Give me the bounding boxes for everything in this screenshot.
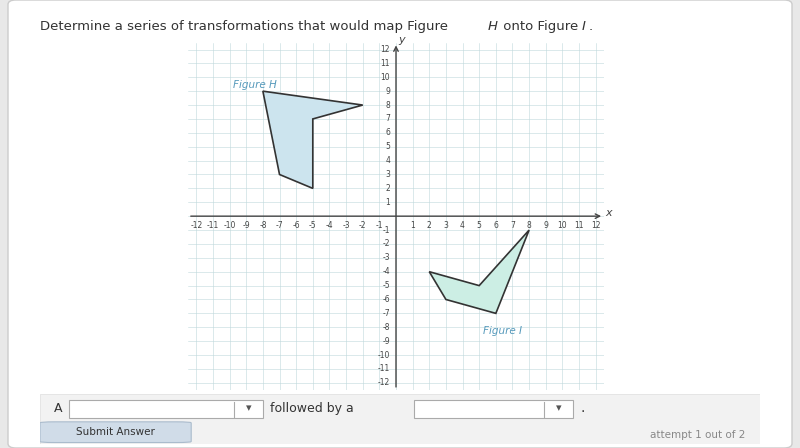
Text: Determine a series of transformations that would map Figure: Determine a series of transformations th… xyxy=(40,20,452,34)
Text: 3: 3 xyxy=(386,170,390,179)
Text: -12: -12 xyxy=(378,378,390,388)
Text: 7: 7 xyxy=(510,221,515,230)
Text: -1: -1 xyxy=(382,225,390,235)
FancyBboxPatch shape xyxy=(40,422,191,443)
Text: -3: -3 xyxy=(342,221,350,230)
Text: 11: 11 xyxy=(381,59,390,68)
Text: 6: 6 xyxy=(494,221,498,230)
Text: 2: 2 xyxy=(386,184,390,193)
Text: 10: 10 xyxy=(558,221,567,230)
Text: -9: -9 xyxy=(242,221,250,230)
Text: 9: 9 xyxy=(386,86,390,96)
Text: -1: -1 xyxy=(376,221,383,230)
Text: -3: -3 xyxy=(382,253,390,263)
FancyBboxPatch shape xyxy=(40,394,760,444)
FancyBboxPatch shape xyxy=(414,400,573,418)
Text: x: x xyxy=(606,208,612,218)
Text: -4: -4 xyxy=(382,267,390,276)
Text: I: I xyxy=(582,20,586,34)
Text: -4: -4 xyxy=(326,221,334,230)
FancyBboxPatch shape xyxy=(69,400,263,418)
Text: -10: -10 xyxy=(378,350,390,360)
Text: H: H xyxy=(488,20,498,34)
Text: .: . xyxy=(580,401,584,415)
Text: 6: 6 xyxy=(386,128,390,138)
Text: 12: 12 xyxy=(381,45,390,54)
Text: 4: 4 xyxy=(386,156,390,165)
Text: 5: 5 xyxy=(386,142,390,151)
Text: Figure I: Figure I xyxy=(482,326,522,336)
Text: ▾: ▾ xyxy=(555,403,562,413)
Text: -2: -2 xyxy=(359,221,366,230)
Text: -8: -8 xyxy=(259,221,266,230)
Text: -12: -12 xyxy=(190,221,202,230)
Polygon shape xyxy=(430,230,529,314)
Text: -6: -6 xyxy=(382,295,390,304)
Text: -7: -7 xyxy=(276,221,283,230)
Text: 11: 11 xyxy=(574,221,584,230)
Text: -11: -11 xyxy=(378,364,390,374)
Text: ▾: ▾ xyxy=(246,403,252,413)
Text: 1: 1 xyxy=(410,221,415,230)
Text: -8: -8 xyxy=(382,323,390,332)
Polygon shape xyxy=(263,91,362,188)
Text: Figure H: Figure H xyxy=(233,80,277,90)
Text: 12: 12 xyxy=(591,221,601,230)
Text: 5: 5 xyxy=(477,221,482,230)
Text: 7: 7 xyxy=(386,114,390,124)
Text: 1: 1 xyxy=(386,198,390,207)
Text: .: . xyxy=(589,20,593,34)
Text: -2: -2 xyxy=(382,239,390,249)
Text: 8: 8 xyxy=(386,100,390,110)
Text: attempt 1 out of 2: attempt 1 out of 2 xyxy=(650,430,746,439)
Text: A: A xyxy=(54,401,63,414)
Text: -7: -7 xyxy=(382,309,390,318)
Text: onto Figure: onto Figure xyxy=(499,20,583,34)
Text: 8: 8 xyxy=(526,221,531,230)
Text: -5: -5 xyxy=(309,221,317,230)
Text: y: y xyxy=(398,35,405,45)
Text: -9: -9 xyxy=(382,336,390,346)
Text: -5: -5 xyxy=(382,281,390,290)
Text: 10: 10 xyxy=(381,73,390,82)
Text: followed by a: followed by a xyxy=(270,401,354,414)
Text: 9: 9 xyxy=(543,221,548,230)
Text: 4: 4 xyxy=(460,221,465,230)
Text: Submit Answer: Submit Answer xyxy=(76,427,155,437)
Text: 3: 3 xyxy=(443,221,448,230)
Text: -10: -10 xyxy=(223,221,236,230)
Text: -6: -6 xyxy=(292,221,300,230)
Text: 2: 2 xyxy=(427,221,432,230)
Text: -11: -11 xyxy=(207,221,219,230)
